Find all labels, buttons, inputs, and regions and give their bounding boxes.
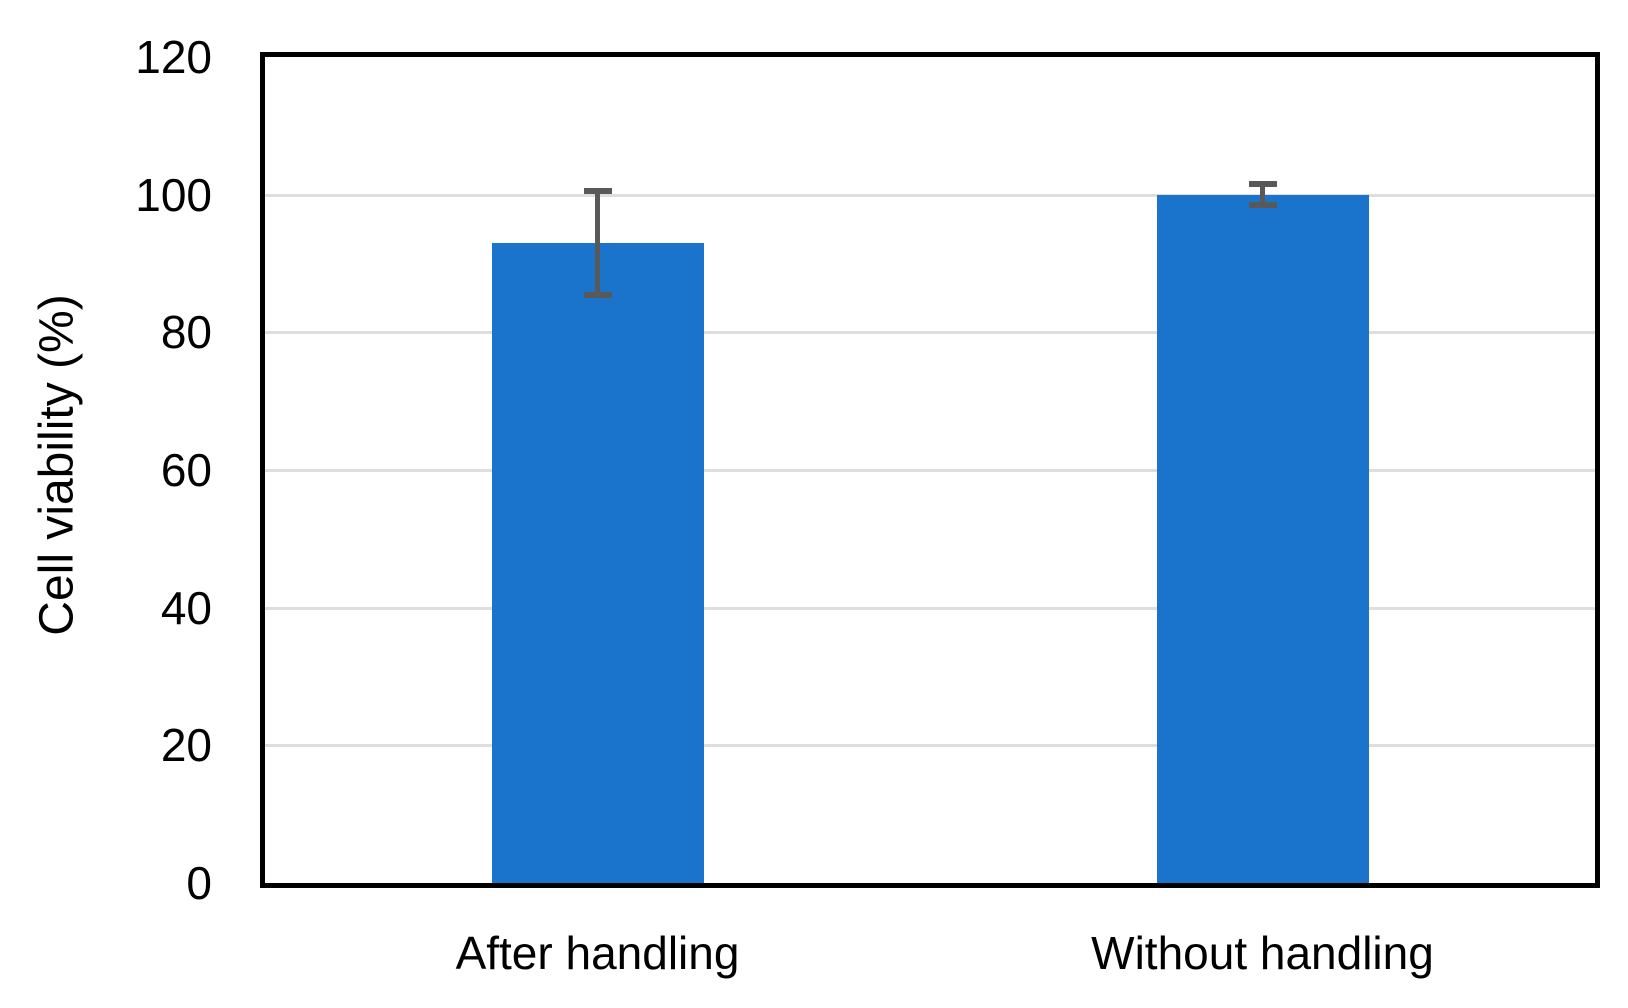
error-bar-bottom-cap-after-handling <box>583 291 612 298</box>
gridline-60 <box>265 469 1595 472</box>
gridline-80 <box>265 331 1595 335</box>
error-bar-line-without-handling <box>1260 180 1265 209</box>
y-tick-label-80: 80 <box>160 306 212 359</box>
y-tick-label-20: 20 <box>160 719 212 772</box>
y-tick-label-60: 60 <box>160 444 212 496</box>
y-tick-label-120: 120 <box>135 31 212 83</box>
gridline-100 <box>265 193 1595 197</box>
error-bar-top-cap-without-handling <box>1248 180 1277 187</box>
y-tick-label-40: 40 <box>160 581 212 634</box>
gridline-20 <box>265 744 1595 748</box>
x-tick-label-after-handling: After handling <box>455 927 740 979</box>
x-tick-label-without-handling: Without handling <box>1091 927 1434 979</box>
error-bar-top-cap-after-handling <box>583 187 612 194</box>
y-tick-label-100: 100 <box>135 168 212 221</box>
plot-area <box>260 52 1600 888</box>
error-bar-bottom-cap-without-handling <box>1248 202 1277 209</box>
error-bar-line-after-handling <box>595 187 600 298</box>
gridline-40 <box>265 606 1595 610</box>
bar-after-handling <box>491 242 704 883</box>
y-tick-label-0: 0 <box>186 857 212 909</box>
bar-without-handling <box>1156 194 1369 883</box>
